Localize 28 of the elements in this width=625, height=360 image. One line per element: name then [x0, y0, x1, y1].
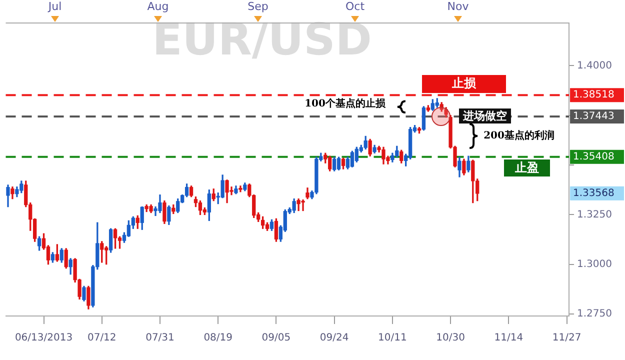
text: Oct [345, 0, 366, 13]
y-tick-label: 1.2750 [577, 308, 612, 320]
x-tick-label: 07/31 [146, 332, 174, 344]
x-tick-label: 11/27 [552, 332, 582, 344]
x-tick-label: 07/12 [87, 332, 116, 344]
annotation: 200基点的利润 [484, 130, 554, 142]
text: Sep [248, 0, 268, 13]
ref-line-label: 1.35408 [573, 152, 614, 163]
y-tick-label: 1.4000 [577, 60, 612, 72]
text: Aug [147, 0, 169, 13]
x-tick-label: 06/13/2013 [14, 332, 73, 344]
y-tick-label: 1.3250 [577, 209, 612, 220]
text: 1.33568 [573, 188, 614, 200]
text: Nov [447, 0, 470, 13]
annotation: 100个基点的止损 [304, 98, 386, 110]
ref-line-label: 1.37443 [573, 111, 614, 122]
x-tick-label: 08/19 [204, 332, 233, 344]
label-tag: 止损 [422, 75, 506, 93]
label-tag: 进场做空 [459, 108, 511, 124]
ref-line-label: 1.38518 [573, 90, 614, 101]
label-tag: 止盈 [504, 160, 550, 176]
x-tick-label: 11/14 [494, 332, 524, 344]
text: Jul [47, 0, 62, 13]
x-tick-label: 09/05 [262, 332, 291, 344]
y-tick-label: 1.3000 [577, 258, 612, 270]
x-tick-label: 09/24 [320, 332, 349, 344]
x-tick-label: 10/11 [378, 332, 407, 344]
x-tick-label: 10/30 [436, 332, 465, 344]
